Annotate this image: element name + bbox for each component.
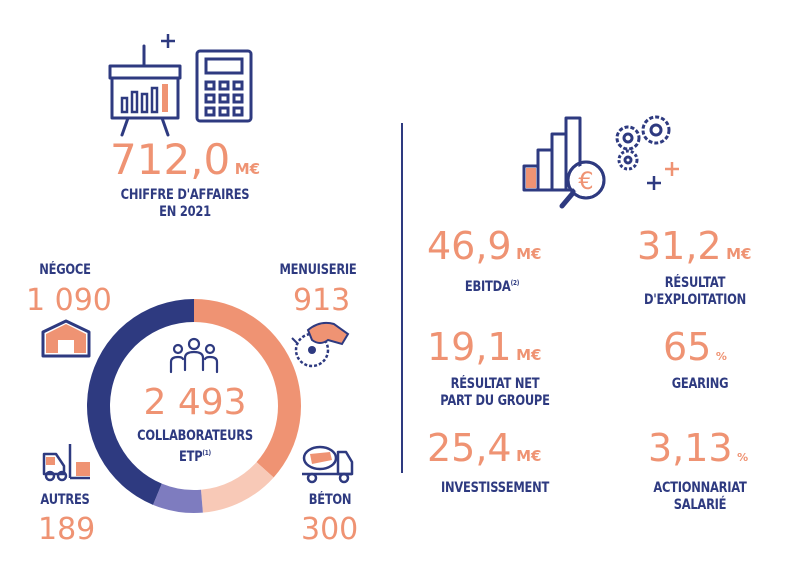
- kpi-resultat-exploitation-value-row: 31,2 M€: [637, 224, 752, 268]
- kpi-resultat-net-value: 19,1: [427, 325, 512, 369]
- menuiserie-label: MENUISERIE: [279, 262, 357, 278]
- kpi-resultat-exploitation-label: RÉSULTAT D'EXPLOITATION: [643, 275, 747, 308]
- donut-slice-menuiserie: [194, 299, 301, 478]
- kpi-gearing-value-row: 65 %: [663, 325, 727, 369]
- negoce-label: NÉGOCE: [39, 262, 91, 278]
- staff-total-value: 2 493: [143, 382, 247, 423]
- kpi-investissement-label: INVESTISSEMENT: [440, 480, 550, 496]
- kpi-resultat-net-label: RÉSULTAT NET PART DU GROUPE: [440, 376, 550, 409]
- kpi-investissement-value-row: 25,4 M€: [427, 426, 542, 470]
- revenue-value: 712,0: [110, 135, 231, 184]
- kpi-ebitda-value: 46,9: [427, 224, 512, 268]
- presentation-board-icon: [108, 34, 182, 137]
- kpi-actionnariat-value-row: 3,13 %: [648, 426, 749, 470]
- euro-magnifier-gears-icon: €: [522, 115, 679, 209]
- concrete-mixer-truck-icon: [302, 445, 354, 484]
- negoce-value: 1 090: [26, 283, 112, 318]
- warehouse-icon: [41, 319, 91, 358]
- staff-total-label: COLLABORATEURS ETP(1): [137, 428, 253, 465]
- kpi-ebitda-label: EBITDA(2): [464, 279, 520, 295]
- kpi-resultat-exploitation-value: 31,2: [637, 224, 722, 268]
- revenue-block: 712,0 M€: [110, 139, 310, 181]
- revenue-label: CHIFFRE D'AFFAIRES EN 2021: [120, 187, 250, 220]
- autres-value: 189: [38, 512, 96, 547]
- kpi-investissement-value: 25,4: [427, 426, 512, 470]
- menuiserie-value: 913: [293, 283, 351, 318]
- kpi-actionnariat-label: ACTIONNARIAT SALARIÉ: [653, 480, 747, 513]
- kpi-gearing-value: 65: [663, 325, 712, 369]
- kpi-gearing-label: GEARING: [671, 376, 729, 392]
- beton-value: 300: [301, 512, 359, 547]
- kpi-resultat-net-value-row: 19,1 M€: [427, 325, 542, 369]
- team-people-icon: [169, 337, 219, 374]
- donut-slice-beton: [200, 462, 274, 513]
- vertical-divider: [401, 123, 403, 473]
- calculator-icon: [195, 49, 253, 123]
- svg-text:€: €: [578, 167, 593, 195]
- kpi-actionnariat-value: 3,13: [648, 426, 733, 470]
- kpi-ebitda-value-row: 46,9 M€: [427, 224, 542, 268]
- beton-label: BÉTON: [308, 492, 352, 508]
- autres-label: AUTRES: [40, 492, 90, 508]
- staff-donut-chart: [86, 299, 301, 513]
- circular-saw-icon: [291, 321, 350, 368]
- donut-slice-autres: [152, 483, 203, 513]
- donut-slice-negoce: [86, 299, 194, 505]
- revenue-unit: M€: [234, 160, 261, 178]
- forklift-icon: [42, 444, 90, 482]
